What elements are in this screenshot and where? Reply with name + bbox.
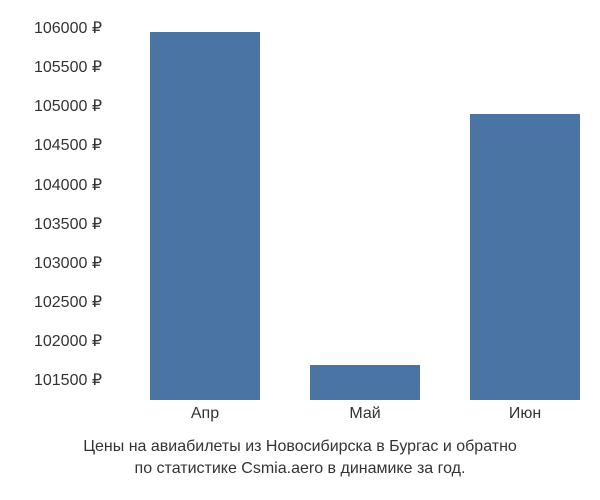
y-tick-label: 102000 ₽ <box>2 331 102 351</box>
y-tick-label: 105500 ₽ <box>2 57 102 77</box>
x-tick-label: Апр <box>191 405 219 423</box>
plot-area <box>110 20 580 400</box>
caption-line-1: Цены на авиабилеты из Новосибирска в Бур… <box>83 438 517 455</box>
x-tick-label: Май <box>349 405 380 423</box>
y-tick-label: 106000 ₽ <box>2 18 102 38</box>
y-tick-label: 104500 ₽ <box>2 135 102 155</box>
y-tick-label: 103500 ₽ <box>2 214 102 234</box>
bar <box>310 365 420 400</box>
chart-caption: Цены на авиабилеты из Новосибирска в Бур… <box>0 436 600 479</box>
y-tick-label: 101500 ₽ <box>2 370 102 390</box>
y-tick-label: 102500 ₽ <box>2 292 102 312</box>
caption-line-2: по статистике Csmia.aero в динамике за г… <box>135 460 466 477</box>
x-tick-label: Июн <box>509 405 541 423</box>
y-tick-label: 103000 ₽ <box>2 253 102 273</box>
bar <box>470 114 580 400</box>
y-tick-label: 104000 ₽ <box>2 175 102 195</box>
bar <box>150 32 260 400</box>
y-tick-label: 105000 ₽ <box>2 96 102 116</box>
price-chart: 101500 ₽ 102000 ₽ 102500 ₽ 103000 ₽ 103500 ₽… <box>0 0 600 500</box>
